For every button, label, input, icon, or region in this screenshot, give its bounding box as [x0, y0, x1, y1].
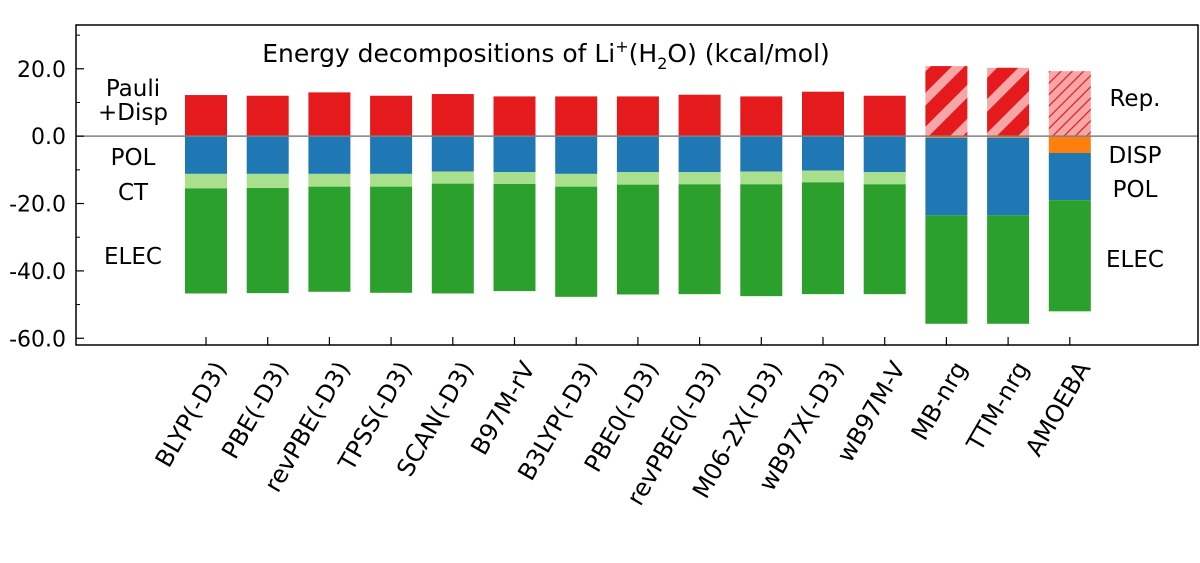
bar-pauli-disp-tpss-d3	[370, 95, 413, 137]
bar-ct-scan-d3	[431, 171, 474, 184]
bar-pol-revpbe-d3	[308, 136, 351, 174]
bar-elec-ttm-nrg	[987, 215, 1030, 324]
bar-pol-mb-nrg	[925, 137, 968, 216]
bar-rep-mb-nrg	[925, 66, 968, 137]
bar-ct-b3lyp-d3	[555, 173, 598, 187]
bar-ct-pbe-d3	[246, 173, 289, 189]
bar-ct-wb97x-d3	[802, 170, 844, 183]
left-label-elec: ELEC	[104, 244, 162, 270]
bar-pol-b3lyp-d3	[555, 136, 598, 174]
bar-elec-b97m-rv	[493, 183, 536, 292]
bar-disp-ttm-nrg	[987, 136, 1030, 138]
bar-pol-scan-d3	[431, 136, 474, 172]
y-tick-label: -60.0	[9, 327, 66, 352]
left-label-disp: +Disp	[98, 100, 168, 126]
y-tick-label: 20.0	[17, 58, 66, 83]
right-annotations: Rep. DISP POL ELEC	[1106, 86, 1164, 273]
bar-elec-pbe-d3	[246, 188, 289, 294]
bar-rep-amoeba	[1048, 71, 1091, 137]
bar-pauli-disp-pbe0-d3	[616, 96, 659, 137]
bar-ct-revpbe0-d3	[678, 172, 721, 185]
bar-disp-amoeba	[1048, 136, 1091, 153]
right-label-elec: ELEC	[1106, 247, 1164, 273]
bar-pauli-disp-b97m-rv	[493, 96, 536, 137]
bar-elec-scan-d3	[431, 183, 474, 294]
bar-elec-m06-2x-d3	[740, 184, 783, 297]
bar-elec-amoeba	[1048, 200, 1091, 312]
plot-frame	[75, 24, 1199, 346]
bar-pol-wb97m-v	[863, 136, 906, 173]
bar-ct-pbe0-d3	[616, 172, 659, 185]
bar-ct-b97m-rv	[493, 172, 536, 184]
bar-pol-tpss-d3	[370, 136, 413, 174]
bar-pauli-disp-revpbe-d3	[308, 92, 351, 137]
y-tick-label: -40.0	[9, 260, 66, 285]
bar-pol-pbe0-d3	[616, 136, 659, 173]
chart-title: Energy decompositions of Li+(H2O) (kcal/…	[262, 37, 830, 73]
right-label-rep: Rep.	[1109, 86, 1160, 112]
bar-elec-wb97m-v	[863, 184, 906, 295]
y-tick-label: 0.0	[31, 125, 66, 150]
bar-elec-revpbe0-d3	[678, 184, 721, 295]
bar-pol-blyp-d3	[185, 136, 227, 174]
bar-pauli-disp-m06-2x-d3	[740, 96, 783, 137]
left-label-pol: POL	[111, 145, 156, 171]
bar-pauli-disp-wb97x-d3	[802, 91, 844, 137]
bar-pauli-disp-pbe-d3	[246, 95, 289, 137]
bar-elec-revpbe-d3	[308, 186, 351, 292]
bar-pauli-disp-scan-d3	[431, 94, 474, 137]
bar-elec-b3lyp-d3	[555, 186, 598, 297]
bar-rep-ttm-nrg	[987, 67, 1030, 137]
bar-pauli-disp-revpbe0-d3	[678, 94, 721, 137]
bar-elec-blyp-d3	[185, 188, 227, 294]
bar-pauli-disp-blyp-d3	[185, 95, 227, 137]
bar-pol-pbe-d3	[246, 136, 289, 174]
x-tick-label-mb-nrg: MB-nrg	[906, 357, 973, 445]
bar-elec-tpss-d3	[370, 186, 413, 293]
y-tick-label: -20.0	[9, 193, 66, 218]
bar-pauli-disp-wb97m-v	[863, 95, 906, 137]
bar-pol-revpbe0-d3	[678, 136, 721, 173]
bar-ct-tpss-d3	[370, 173, 413, 187]
bar-ct-revpbe-d3	[308, 173, 351, 187]
bar-elec-pbe0-d3	[616, 184, 659, 295]
bar-ct-wb97m-v	[863, 172, 906, 185]
bar-disp-mb-nrg	[925, 136, 968, 138]
bar-pol-ttm-nrg	[987, 137, 1030, 216]
left-label-pauli: Pauli	[106, 76, 160, 102]
right-label-disp: DISP	[1109, 143, 1162, 169]
bar-pol-b97m-rv	[493, 136, 536, 173]
bar-elec-mb-nrg	[925, 215, 968, 324]
left-annotations: Pauli+Disp POL CT ELEC	[98, 76, 168, 270]
bar-pol-amoeba	[1048, 153, 1091, 201]
left-label-ct: CT	[118, 180, 149, 206]
right-label-pol: POL	[1113, 177, 1158, 203]
x-tick-label-blyp-d3: BLYP(-D3)	[150, 357, 233, 472]
bar-ct-m06-2x-d3	[740, 171, 783, 185]
bar-pol-m06-2x-d3	[740, 136, 783, 172]
bar-elec-wb97x-d3	[802, 182, 844, 295]
bar-pauli-disp-b3lyp-d3	[555, 96, 598, 137]
bar-ct-blyp-d3	[185, 173, 227, 189]
bar-pol-wb97x-d3	[802, 136, 844, 171]
